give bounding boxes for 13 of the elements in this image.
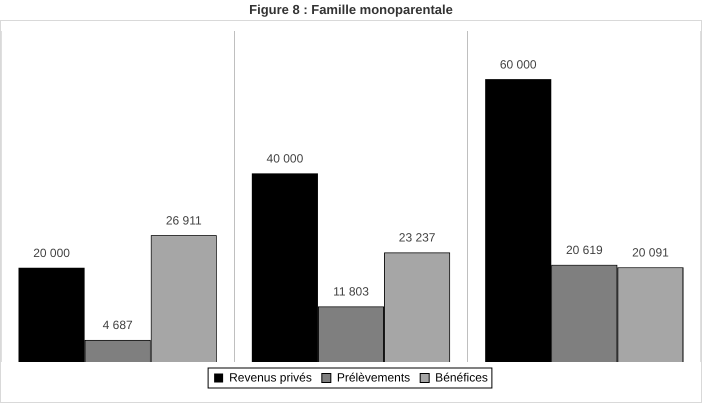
data-label: 23 237: [398, 230, 436, 245]
legend-label: Prélèvements: [336, 370, 410, 384]
data-label: 60 000: [500, 57, 537, 72]
data-label: 20 091: [632, 246, 670, 260]
data-label: 20 619: [566, 243, 604, 258]
data-label: 4 687: [102, 318, 134, 332]
chart-title: Figure 8 : Famille monoparentale: [248, 1, 454, 19]
legend-label: Revenus privés: [229, 370, 312, 384]
data-label: 20 000: [33, 246, 70, 260]
data-label: 11 803: [333, 284, 370, 299]
data-label: 26 911: [166, 213, 202, 228]
data-label: 40 000: [266, 152, 304, 166]
legend-label: Bénéfices: [435, 370, 488, 384]
